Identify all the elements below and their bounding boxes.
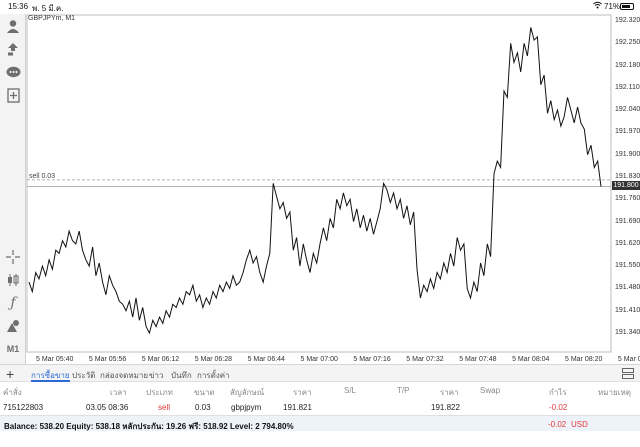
tab-news[interactable]: ข่าว <box>149 371 164 380</box>
candle-icon[interactable] <box>3 270 23 290</box>
col-current-price: ราคา <box>440 388 459 397</box>
cell-time: 03.05 08:36 <box>86 403 129 412</box>
battery-percent: 71% <box>604 2 621 11</box>
date: พ. 5 มี.ค. <box>32 4 64 13</box>
col-profit: กำไร <box>549 388 567 397</box>
battery-icon <box>620 3 634 10</box>
tab-history[interactable]: ประวัติ <box>72 371 96 380</box>
tab-settings[interactable]: การตั้งค่า <box>197 371 230 380</box>
x-tick-label: 5 Mar 05:56 <box>88 356 127 363</box>
new-chart-icon[interactable] <box>3 85 23 105</box>
x-tick-label: 5 Mar 07:32 <box>406 356 444 363</box>
cell-profit: -0.02 <box>549 403 568 412</box>
y-tick-label: 191.550 <box>615 262 640 270</box>
col-sl: S/L <box>344 386 357 395</box>
terminal-tabs: + การซื้อขาย ประวัติ กล่องจดหมาย ข่าว บั… <box>0 364 640 382</box>
y-tick-label: 191.620 <box>615 239 640 247</box>
chart-symbol-title: GBPJPYm, M1 <box>28 15 76 22</box>
cell-symbol: gbpjpym <box>231 403 262 412</box>
x-tick-label: 5 Mar 07:48 <box>459 356 497 363</box>
x-tick-label: 5 Mar 08:36 <box>617 356 640 363</box>
y-tick-label: 192.320 <box>615 17 640 24</box>
y-tick-label: 192.250 <box>615 39 640 47</box>
y-tick-label: 192.180 <box>615 61 640 69</box>
x-tick-label: 5 Mar 07:00 <box>300 356 338 363</box>
tab-mailbox[interactable]: กล่องจดหมาย <box>100 371 149 380</box>
chat-icon[interactable] <box>3 62 23 82</box>
objects-icon[interactable] <box>3 316 23 336</box>
cell-open-price: 191.821 <box>283 403 312 412</box>
y-tick-label: 191.480 <box>615 284 640 292</box>
balance-summary: Balance: 538.20 Equity: 538.18 หลักประกั… <box>4 422 294 431</box>
col-tp: T/P <box>397 386 410 395</box>
y-tick-label: 191.760 <box>615 195 640 203</box>
x-tick-label: 5 Mar 06:28 <box>194 356 233 363</box>
y-tick-label: 191.340 <box>615 329 640 336</box>
y-tick-label: 191.830 <box>615 173 640 180</box>
wifi-icon <box>593 1 602 11</box>
col-order: คำสั่ง <box>3 388 22 397</box>
sell-line-label: sell 0.03 <box>29 173 56 180</box>
chart-frame <box>26 14 612 353</box>
cell-price: 191.822 <box>431 403 460 412</box>
x-tick-label: 5 Mar 06:44 <box>247 356 285 363</box>
x-tick-label: 5 Mar 05:40 <box>36 356 74 363</box>
status-bar: 15:36 พ. 5 มี.ค. 71% <box>0 0 640 14</box>
x-tick-label: 5 Mar 06:12 <box>141 356 180 363</box>
col-price: ราคา <box>293 388 312 397</box>
total-profit: -0.02 <box>548 420 567 429</box>
account-icon[interactable] <box>3 16 23 36</box>
current-price-marker: 191.800 <box>612 181 640 190</box>
y-tick-label: 192.040 <box>615 106 640 114</box>
cell-type: sell <box>158 403 171 412</box>
y-tick-label: 192.110 <box>615 83 640 91</box>
cell-volume: 0.03 <box>195 403 211 412</box>
price-line <box>28 27 602 335</box>
cell-order: 715122803 <box>3 403 44 412</box>
tab-journal[interactable]: บันทึก <box>171 371 192 380</box>
x-tick-label: 5 Mar 08:20 <box>565 356 603 363</box>
col-type: ประเภท <box>146 388 173 397</box>
function-icon[interactable]: ƒ <box>10 295 16 311</box>
col-swap: Swap <box>480 386 501 395</box>
layout-icon[interactable] <box>622 368 634 382</box>
timeframe-button[interactable]: M1 <box>6 344 20 354</box>
crosshair-icon[interactable] <box>3 247 23 267</box>
y-tick-label: 191.900 <box>615 150 640 158</box>
col-comment: หมายเหตุ <box>598 388 631 397</box>
col-volume: ขนาด <box>194 388 215 397</box>
balance-bar: Balance: 538.20 Equity: 538.18 หลักประกั… <box>0 415 640 431</box>
tab-trade[interactable]: การซื้อขาย <box>31 371 70 382</box>
col-time: เวลา <box>110 388 127 397</box>
y-tick-label: 191.690 <box>615 217 640 225</box>
col-symbol: สัญลักษณ์ <box>230 388 265 397</box>
trade-icon[interactable] <box>3 39 23 59</box>
left-toolbar: ƒ M1 <box>0 14 26 364</box>
account-currency: USD <box>571 420 588 429</box>
add-icon[interactable]: + <box>6 366 15 382</box>
clock: 15:36 <box>8 2 29 11</box>
y-tick-label: 191.970 <box>615 128 640 136</box>
x-tick-label: 5 Mar 07:16 <box>353 356 391 363</box>
x-tick-label: 5 Mar 08:04 <box>512 356 550 363</box>
y-tick-label: 191.410 <box>615 306 640 314</box>
